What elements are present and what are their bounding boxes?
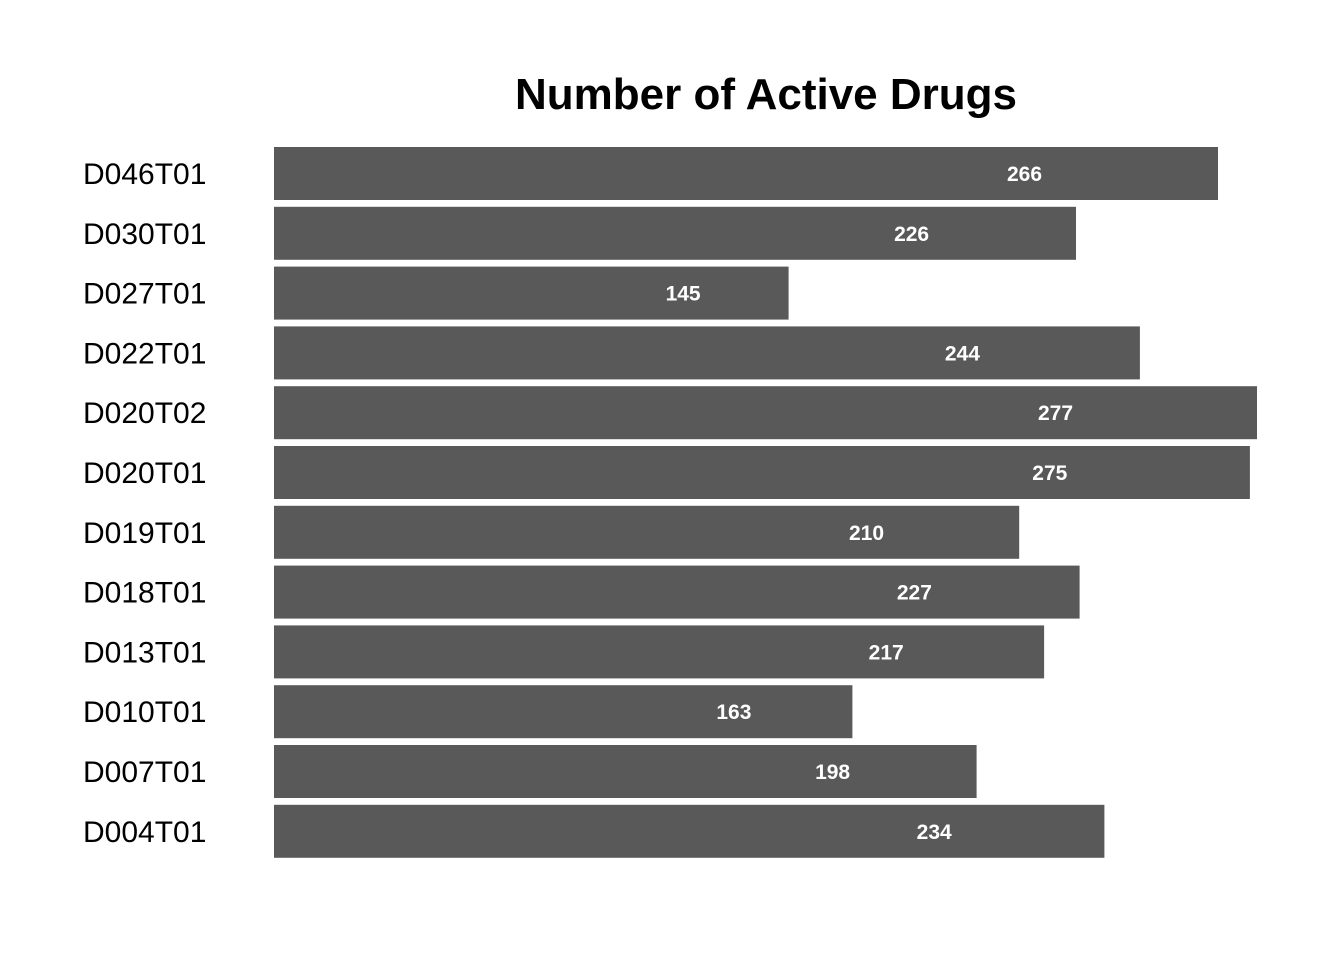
category-label: D013T01 bbox=[83, 636, 206, 669]
category-label: D007T01 bbox=[83, 756, 206, 789]
category-label: D046T01 bbox=[83, 158, 206, 191]
bar-value-label: 145 bbox=[666, 283, 701, 306]
bar-d027t01 bbox=[274, 266, 789, 320]
bar-value-label: 217 bbox=[869, 641, 904, 664]
category-label: D022T01 bbox=[83, 337, 206, 370]
bar-value-label: 266 bbox=[1007, 163, 1042, 186]
bar-value-label: 210 bbox=[849, 522, 884, 545]
bar-value-labels: 266 226 145 244 277 275 210 227 217 163 198 234 bbox=[666, 163, 1073, 844]
bar-d022t01 bbox=[274, 326, 1140, 380]
category-label: D020T01 bbox=[83, 457, 206, 490]
bar-d007t01 bbox=[274, 745, 977, 798]
category-label: D019T01 bbox=[83, 517, 206, 550]
bar-value-label: 198 bbox=[815, 761, 850, 784]
category-label: D018T01 bbox=[83, 577, 206, 610]
category-label: D027T01 bbox=[83, 278, 206, 311]
bar-d020t02 bbox=[274, 386, 1257, 440]
bars bbox=[274, 147, 1257, 858]
bar-value-label: 244 bbox=[945, 342, 980, 365]
bar-d030t01 bbox=[274, 206, 1076, 260]
category-label: D004T01 bbox=[83, 816, 206, 849]
bar-d010t01 bbox=[274, 685, 853, 739]
bar-d018t01 bbox=[274, 565, 1080, 619]
chart-title: Number of Active Drugs bbox=[515, 70, 1017, 119]
bar-d013t01 bbox=[274, 625, 1045, 679]
bar-d046t01 bbox=[274, 147, 1218, 200]
category-label: D020T02 bbox=[83, 397, 206, 430]
bar-value-label: 275 bbox=[1032, 462, 1067, 485]
bar-value-label: 227 bbox=[897, 582, 932, 605]
bar-value-label: 277 bbox=[1038, 402, 1073, 425]
bar-d004t01 bbox=[274, 804, 1105, 858]
bar-value-label: 234 bbox=[917, 821, 952, 844]
bar-d020t01 bbox=[274, 446, 1250, 499]
bar-d019t01 bbox=[274, 505, 1020, 559]
bar-value-label: 163 bbox=[716, 701, 751, 724]
category-labels: D046T01 D030T01 D027T01 D022T01 D020T02 D020T… bbox=[83, 158, 206, 849]
category-label: D030T01 bbox=[83, 218, 206, 251]
category-label: D010T01 bbox=[83, 696, 206, 729]
bar-value-label: 226 bbox=[894, 223, 929, 246]
